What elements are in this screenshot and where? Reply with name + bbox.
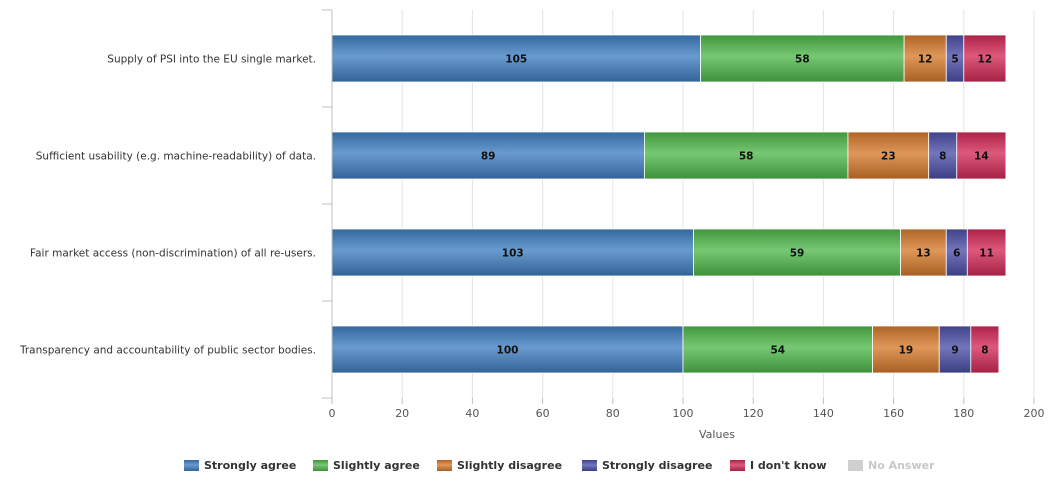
legend-item[interactable]: Slightly agree [333, 459, 420, 472]
legend-swatch [184, 460, 199, 471]
bar-segment [331, 34, 701, 83]
data-label: 5 [951, 54, 958, 66]
data-label: 58 [795, 54, 810, 66]
x-tick-label: 40 [465, 407, 479, 420]
x-tick-label: 100 [673, 407, 694, 420]
legend-item[interactable]: Strongly disagree [602, 459, 712, 472]
bar-segment [643, 131, 849, 180]
data-label: 23 [881, 151, 896, 163]
category-labels: Supply of PSI into the EU single market.… [19, 54, 316, 357]
data-label: 6 [953, 248, 960, 260]
x-tick-label: 160 [883, 407, 904, 420]
data-label: 14 [974, 151, 989, 163]
bar-segment [928, 131, 958, 180]
legend-item[interactable]: Slightly disagree [457, 459, 562, 472]
x-tick-label: 60 [536, 407, 550, 420]
bar-segment [900, 228, 947, 277]
bar-segment [970, 325, 1000, 374]
data-label: 103 [502, 248, 524, 260]
data-label: 89 [481, 151, 496, 163]
x-tick-label: 140 [813, 407, 834, 420]
bar-segment [872, 325, 940, 374]
data-label: 13 [916, 248, 931, 260]
legend-swatch [313, 460, 328, 471]
legend-item[interactable]: Strongly agree [204, 459, 296, 472]
legend-swatch [582, 460, 597, 471]
bar-segment [938, 325, 972, 374]
legend-swatch [437, 460, 452, 471]
category-label: Transparency and accountability of publi… [19, 345, 316, 357]
bar-segment [847, 131, 930, 180]
bar-layer: 105 58 12 5 12 89 58 23 8 14 103 59 13 6 11 100 54 19 9 8 [331, 34, 1007, 374]
category-label: Fair market access (non-discrimination) … [30, 248, 316, 260]
x-tick-label: 80 [606, 407, 620, 420]
bar-segment [963, 34, 1007, 83]
legend-swatch [848, 460, 863, 471]
data-label: 54 [770, 345, 785, 357]
data-label: 58 [739, 151, 754, 163]
data-label: 9 [951, 345, 958, 357]
bar-segment [682, 325, 873, 374]
x-axis: 0 20 40 60 80 100 120 140 160 180 200 [322, 9, 1045, 420]
bar-segment [700, 34, 905, 83]
data-label: 19 [899, 345, 914, 357]
x-tick-label: 20 [395, 407, 409, 420]
x-axis-title: Values [699, 428, 735, 441]
legend-swatch [730, 460, 745, 471]
bar-segment [956, 131, 1007, 180]
x-tick-label: 200 [1024, 407, 1045, 420]
data-label: 12 [978, 54, 993, 66]
data-label: 59 [790, 248, 805, 260]
bar-segment [331, 131, 645, 180]
legend-item[interactable]: I don't know [750, 459, 827, 472]
x-tick-label: 180 [953, 407, 974, 420]
legend: Strongly agree Slightly agree Slightly dis… [184, 459, 935, 472]
category-label: Sufficient usability (e.g. machine-reada… [36, 151, 316, 163]
legend-item[interactable]: No Answer [868, 459, 935, 472]
bar-segment [693, 228, 902, 277]
data-label: 100 [497, 345, 519, 357]
x-tick-label: 0 [329, 407, 336, 420]
data-label: 12 [918, 54, 933, 66]
data-label: 8 [939, 151, 946, 163]
x-tick-label: 120 [743, 407, 764, 420]
data-label: 8 [981, 345, 988, 357]
data-label: 11 [979, 248, 994, 260]
bar-segment [966, 228, 1007, 277]
data-label: 105 [505, 54, 527, 66]
category-label: Supply of PSI into the EU single market. [107, 54, 316, 66]
